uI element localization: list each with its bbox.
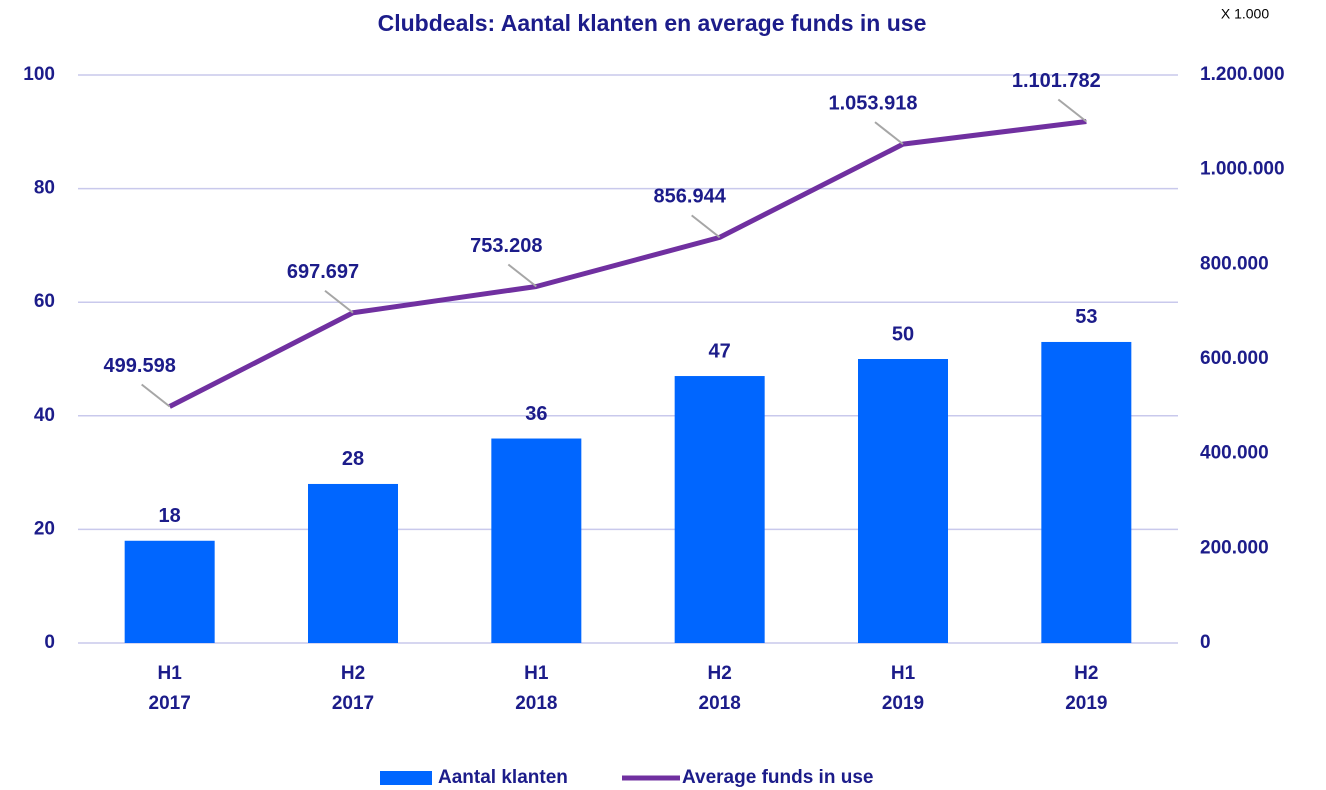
data-label: 499.598 — [104, 355, 176, 377]
x-tick-label: H1 2017 — [148, 663, 191, 714]
data-label: 47 — [709, 340, 731, 362]
y-tick-label: 80 — [34, 178, 55, 199]
bar — [674, 376, 765, 643]
data-label: 36 — [525, 403, 547, 425]
leader-line — [691, 214, 721, 239]
legend-label: Average funds in use — [682, 767, 873, 788]
data-label: 856.944 — [654, 186, 727, 208]
bar — [1041, 341, 1132, 643]
data-label: 50 — [892, 323, 914, 345]
x-tick-label: H2 2019 — [1065, 663, 1108, 714]
x-tick-label: H1 2019 — [881, 663, 925, 714]
y2-tick-label: 1.200.000 — [1200, 64, 1285, 85]
bar — [858, 359, 948, 643]
leader-line — [874, 121, 904, 145]
chart-title: Clubdeals: Aantal klanten en average fun… — [378, 10, 927, 36]
legend-label: Aantal klanten — [438, 767, 568, 788]
legend-swatch — [380, 771, 432, 785]
data-label: 53 — [1075, 306, 1097, 328]
y-tick-label: 40 — [34, 405, 55, 426]
data-label: 697.697 — [287, 261, 359, 283]
y2-tick-label: 1.000.000 — [1200, 159, 1285, 180]
x-tick-label: H1 2018 — [515, 663, 558, 714]
y-tick-label: 0 — [44, 632, 55, 653]
bar — [124, 540, 215, 643]
y-tick-label: 100 — [23, 64, 55, 85]
data-label: 28 — [342, 448, 364, 470]
y2-tick-label: 400.000 — [1200, 443, 1269, 464]
y-tick-label: 20 — [34, 518, 55, 539]
leader-line — [1057, 98, 1087, 123]
leader-line — [507, 263, 537, 288]
leader-line — [324, 289, 354, 314]
y2-tick-label: 600.000 — [1200, 348, 1269, 369]
line — [168, 119, 1087, 409]
y-tick-label: 60 — [34, 291, 55, 312]
y2-tick-label: 0 — [1200, 632, 1211, 653]
x-tick-label: H2 2018 — [698, 663, 741, 714]
data-label: 753.208 — [470, 235, 542, 257]
data-label: 1.053.918 — [829, 92, 918, 114]
bar — [491, 438, 582, 643]
data-label: 1.101.782 — [1012, 70, 1101, 92]
y2-tick-label: 200.000 — [1200, 537, 1269, 558]
axis-annotation: X 1.000 — [1221, 6, 1269, 22]
leader-line — [141, 383, 171, 408]
data-label: 18 — [159, 505, 181, 527]
x-tick-label: H2 2017 — [331, 663, 375, 714]
y2-tick-label: 800.000 — [1200, 253, 1269, 274]
bar — [308, 483, 398, 643]
